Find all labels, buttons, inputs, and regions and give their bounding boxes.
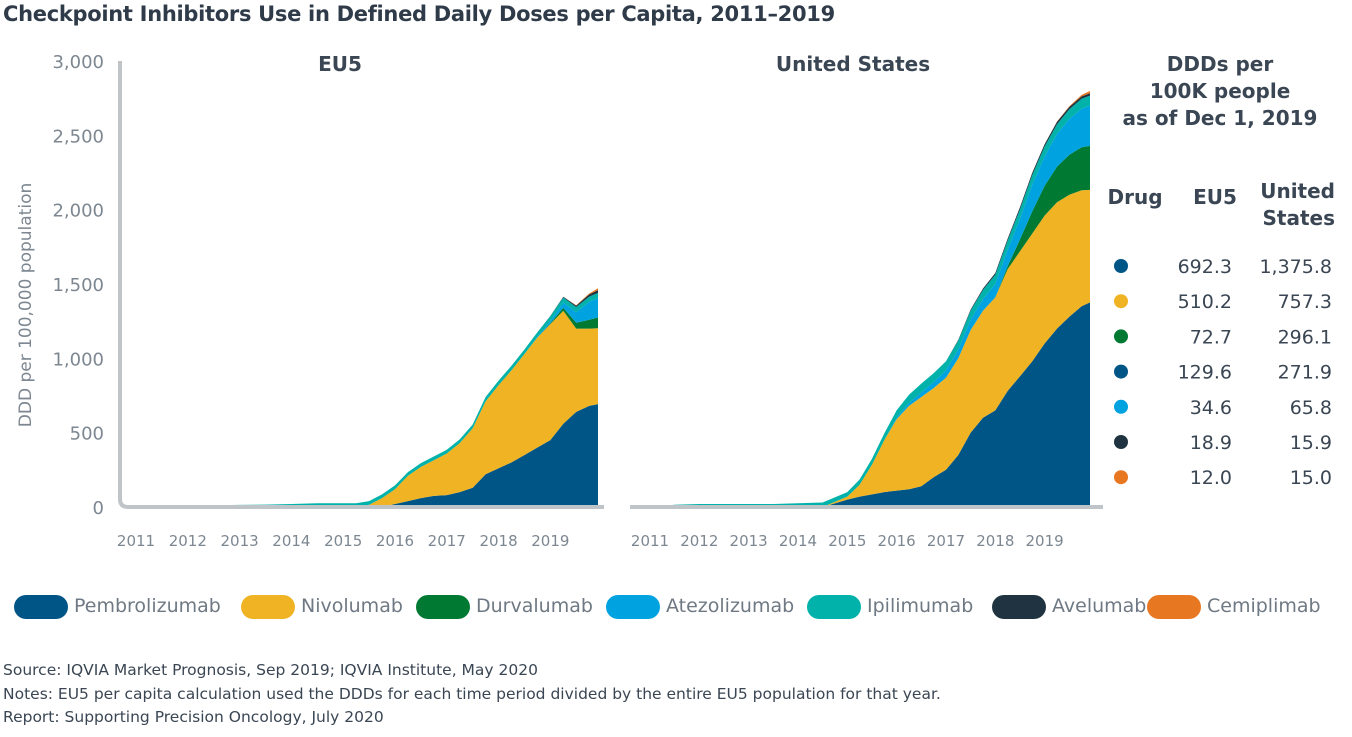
source-note: Source: IQVIA Market Prognosis, Sep 2019… [3, 661, 538, 679]
legend: Pembrolizumab Nivolumab Durvalumab Atezoliz… [14, 593, 1352, 623]
table-header-eu5: EU5 [1193, 185, 1237, 209]
table-header-us: United [1260, 179, 1335, 203]
area-ipilimumab [136, 292, 598, 507]
table-row-dot [1114, 364, 1128, 379]
x-tick-label: 2016 [376, 532, 414, 550]
legend-swatch [241, 595, 295, 619]
legend-swatch [1147, 595, 1201, 619]
legend-swatch [992, 595, 1046, 619]
panel-us: 2011 2012 2013 2014 2015 2016 2017 2018 2019 Unit… [630, 52, 1103, 550]
x-tick-label: 2019 [531, 532, 569, 550]
y-tick-label: 1,500 [52, 275, 104, 296]
legend-swatch [807, 595, 861, 619]
y-tick-label: 1,000 [52, 349, 104, 370]
table-row-dot [1114, 470, 1128, 485]
x-tick-label: 2014 [779, 532, 817, 550]
ddd-table: DDDs per 100K people as of Dec 1, 2019 Drug… [1107, 52, 1335, 489]
table-value-us: 1,375.8 [1259, 256, 1332, 278]
x-tick-label: 2019 [1026, 532, 1064, 550]
panel-title: EU5 [318, 52, 362, 76]
table-value-us: 15.0 [1290, 467, 1332, 489]
table-title-line: DDDs per [1167, 52, 1274, 76]
report-note: Report: Supporting Precision Oncology, J… [3, 708, 384, 726]
notes: Source: IQVIA Market Prognosis, Sep 2019… [3, 659, 941, 730]
notes-text: Notes: EU5 per capita calculation used t… [3, 684, 941, 703]
table-value-us: 15.9 [1290, 432, 1332, 454]
area-nivolumab [650, 189, 1090, 507]
table-row-dot [1114, 259, 1128, 273]
panel-eu5: 2011 2012 2013 2014 2015 2016 2017 2018 2019 EU5 [117, 52, 604, 550]
legend-label: Avelumab [1052, 595, 1147, 617]
x-tick-label: 2016 [878, 532, 916, 550]
legend-label: Durvalumab [476, 595, 593, 617]
x-tick-label: 2015 [324, 532, 362, 550]
y-tick-label: 2,500 [52, 126, 104, 147]
area-nivolumab [136, 310, 598, 507]
x-tick-label: 2018 [479, 532, 517, 550]
table-row-dot [1114, 294, 1128, 309]
x-tick-label: 2013 [220, 532, 258, 550]
x-tick-label: 2011 [631, 532, 669, 550]
x-tick-label: 2012 [169, 532, 207, 550]
area-pembrolizumab [650, 302, 1090, 507]
table-row-dot [1114, 435, 1128, 449]
table-value-us: 65.8 [1290, 397, 1332, 419]
table-value-eu5: 510.2 [1178, 291, 1232, 313]
legend-label: Cemiplimab [1207, 595, 1321, 617]
table-value-eu5: 12.0 [1190, 467, 1232, 489]
table-value-eu5: 72.7 [1190, 326, 1232, 348]
chart-svg: 3,000 2,500 2,000 1,500 1,000 500 0 DDD per 10… [16, 52, 1335, 550]
y-tick-label: 2,000 [52, 201, 104, 222]
table-header-drug: Drug [1107, 185, 1162, 209]
x-tick-label: 2015 [828, 532, 866, 550]
axis-line [118, 61, 604, 509]
legend-label: Nivolumab [301, 595, 403, 617]
table-row-dot [1114, 329, 1128, 344]
x-tick-label: 2017 [428, 532, 466, 550]
table-value-us: 271.9 [1278, 362, 1332, 384]
x-tick-label: 2011 [117, 532, 155, 550]
legend-label: Atezolizumab [666, 595, 795, 617]
panel-title: United States [776, 52, 930, 76]
x-tick-label: 2018 [976, 532, 1014, 550]
y-axis-ticks: 3,000 2,500 2,000 1,500 1,000 500 0 [52, 52, 104, 519]
y-tick-label: 0 [93, 498, 104, 519]
x-tick-label: 2014 [272, 532, 310, 550]
y-axis-label: DDD per 100,000 population [16, 183, 36, 427]
legend-label: Ipilimumab [867, 595, 974, 617]
chart-title: Checkpoint Inhibitors Use in Defined Dai… [3, 2, 835, 26]
legend-swatch [606, 595, 660, 619]
legend-swatch [416, 595, 470, 619]
table-title-line: as of Dec 1, 2019 [1123, 106, 1318, 130]
y-tick-label: 3,000 [52, 52, 104, 73]
table-value-eu5: 129.6 [1178, 362, 1232, 384]
y-tick-label: 500 [70, 424, 104, 445]
table-value-us: 296.1 [1278, 326, 1332, 348]
x-tick-label: 2012 [680, 532, 718, 550]
table-value-eu5: 34.6 [1190, 397, 1232, 419]
table-value-eu5: 692.3 [1178, 256, 1232, 278]
table-value-eu5: 18.9 [1190, 432, 1232, 454]
x-tick-label: 2017 [927, 532, 965, 550]
table-row-dot [1114, 399, 1128, 414]
legend-label: Pembrolizumab [74, 595, 221, 617]
area-pembrolizumab [136, 404, 598, 507]
x-tick-label: 2013 [730, 532, 768, 550]
table-value-us: 757.3 [1278, 291, 1332, 313]
legend-swatch [14, 595, 68, 619]
table-title-line: 100K people [1150, 79, 1291, 103]
table-header-us: States [1263, 206, 1336, 230]
